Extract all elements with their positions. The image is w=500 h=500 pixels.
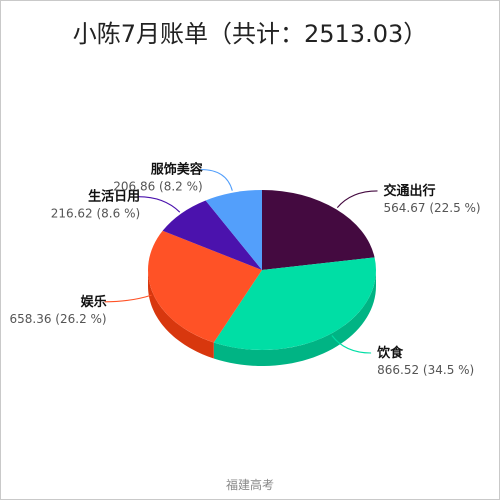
slice-name-label-5: 服饰美容 bbox=[151, 161, 203, 177]
slice-name-label-3: 娱乐 bbox=[81, 294, 107, 310]
pie-side-3 bbox=[148, 270, 214, 359]
pie-side-2 bbox=[213, 270, 376, 366]
slice-value-label-5: 206.86 (8.2 %) bbox=[113, 179, 202, 193]
pie-slice-5[interactable] bbox=[205, 189, 262, 270]
chart-title: 小陈7月账单（共计：2513.03） bbox=[72, 20, 428, 48]
slice-value-label-2: 866.52 (34.5 %) bbox=[377, 363, 474, 377]
slice-name-label-4: 生活日用 bbox=[88, 189, 140, 205]
slice-value-label-3: 658.36 (26.2 %) bbox=[10, 312, 107, 326]
pie-slice-4[interactable] bbox=[162, 200, 262, 270]
slice-name-label-1: 交通出行 bbox=[384, 183, 436, 199]
credit-label: 福建高考 bbox=[225, 478, 274, 492]
slice-value-label-4: 216.62 (8.6 %) bbox=[51, 207, 140, 221]
slice-name-label-2: 饮食 bbox=[376, 345, 404, 361]
pie-slice-3[interactable] bbox=[148, 230, 262, 343]
label-connector-1 bbox=[336, 190, 378, 208]
label-connector-2 bbox=[331, 335, 372, 354]
slice-value-label-1: 564.67 (22.5 %) bbox=[384, 201, 481, 215]
label-connector-4 bbox=[138, 196, 181, 213]
pie-slice-2[interactable] bbox=[213, 257, 376, 350]
label-connector-5 bbox=[200, 168, 233, 191]
label-connector-3 bbox=[104, 294, 152, 303]
pie-side-walls bbox=[148, 270, 376, 366]
pie-slices bbox=[148, 189, 376, 350]
pie-slice-1[interactable] bbox=[262, 190, 375, 270]
pie-labels: 交通出行 564.67 (22.5 %) 饮食 866.52 (34.5 %) 娱乐 65… bbox=[10, 161, 481, 377]
